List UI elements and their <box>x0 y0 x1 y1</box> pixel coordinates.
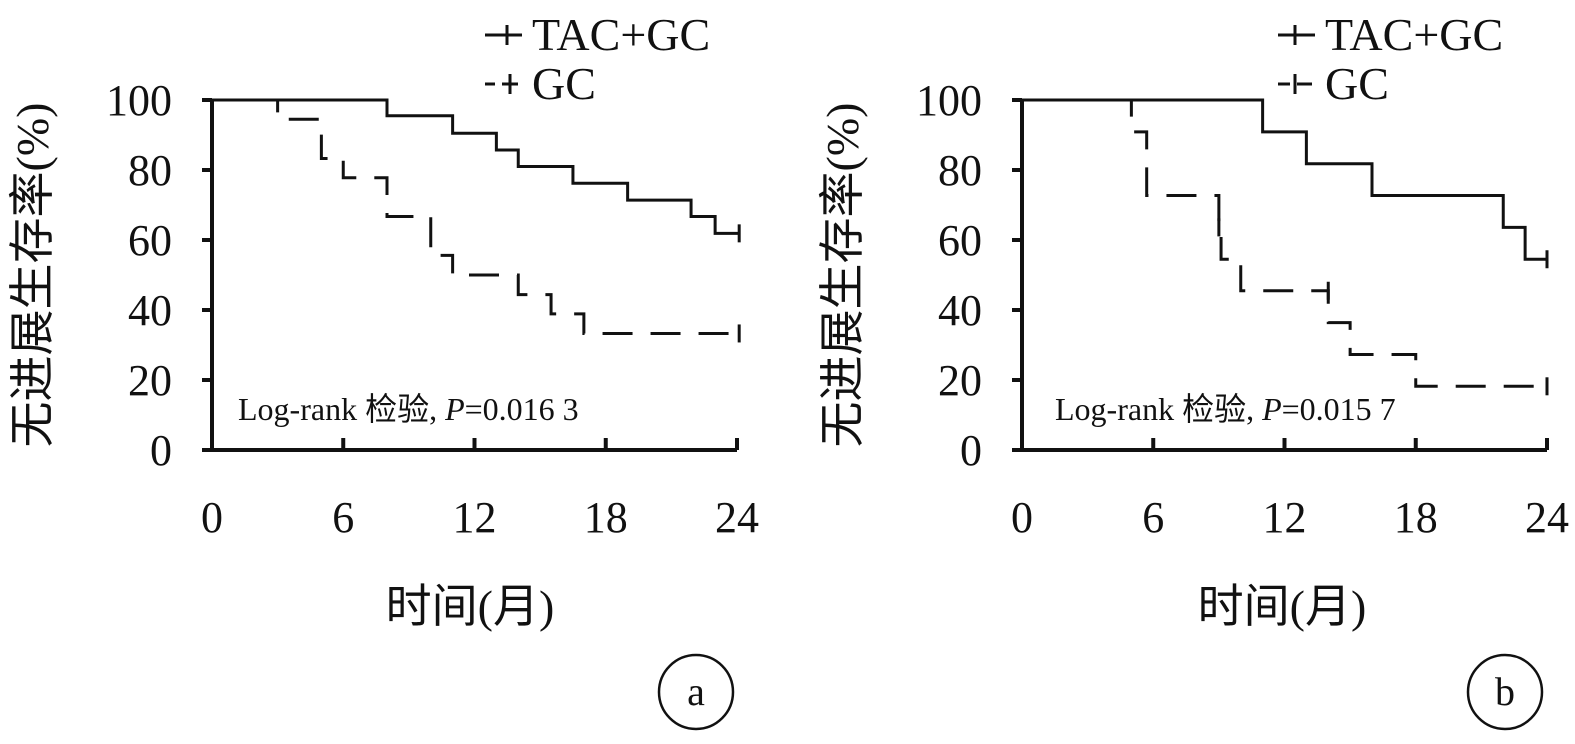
panel-a-series-tac-gc-curve <box>212 98 740 235</box>
panel-a-annotation-p-symbol: P <box>444 391 465 427</box>
panel-b-xtick-label-6: 6 <box>1142 493 1164 542</box>
panel-a-ytick-label-80: 80 <box>128 146 172 195</box>
panel-b-ytick-label-100: 100 <box>916 76 982 125</box>
panel-a: 无进展生存率(%) 0 20 40 60 80 100 0 6 12 18 24 Log-rank… <box>7 9 759 731</box>
panel-a-xtick-label-0: 0 <box>201 493 223 542</box>
panel-a-xtick-label-18: 18 <box>584 493 628 542</box>
panel-b-ytick-label-80: 80 <box>938 146 982 195</box>
panel-a-series <box>212 98 741 343</box>
panel-b-yticks: 0 20 40 60 80 100 <box>916 76 1022 475</box>
panel-b-xlabel: 时间(月) <box>1198 581 1367 632</box>
panel-a-badge-circle <box>657 653 735 731</box>
panel-a-ytick-label-60: 60 <box>128 216 172 265</box>
panel-a-xtick-label-6: 6 <box>332 493 354 542</box>
panel-b-legend: TAC+GC GC <box>1278 9 1503 109</box>
panel-a-legend-label-tac-gc: TAC+GC <box>532 9 710 60</box>
panel-b-annotation-prefix: Log-rank 检验, <box>1055 391 1262 427</box>
panel-a-xtick-label-24: 24 <box>715 493 759 542</box>
panel-a-xlabel: 时间(月) <box>386 581 555 632</box>
panel-b-series-gc-curve <box>1022 98 1547 388</box>
panel-a-ytick-label-40: 40 <box>128 286 172 335</box>
panel-a-ytick-label-100: 100 <box>106 76 172 125</box>
panel-a-ytick-label-0: 0 <box>150 426 172 475</box>
panel-a-ytick-label-20: 20 <box>128 356 172 405</box>
panel-b-xticks: 0 6 12 18 24 <box>1011 438 1569 542</box>
panel-a-xticks: 0 6 12 18 24 <box>201 438 759 542</box>
panel-a-legend-item-gc: GC <box>485 58 596 109</box>
panel-b-series <box>1022 98 1549 396</box>
panel-b-legend-item-tac-gc: TAC+GC <box>1278 9 1503 60</box>
panel-b-annotation-p-symbol: P <box>1261 391 1282 427</box>
panel-a-badge-label: a <box>687 669 705 714</box>
panel-b-legend-item-gc: GC <box>1278 58 1389 109</box>
panel-a-annotation-prefix: Log-rank 检验, <box>238 391 445 427</box>
panel-a-ylabel: 无进展生存率(%) <box>7 103 58 448</box>
panel-b: 无进展生存率(%) 0 20 40 60 80 100 0 6 12 18 24 Log-rank… <box>817 9 1569 731</box>
panel-b-badge-label: b <box>1495 669 1515 714</box>
panel-b-axes <box>1020 100 1547 452</box>
panel-a-series-gc-curve <box>212 98 740 335</box>
panel-a-xtick-label-12: 12 <box>453 493 497 542</box>
panel-b-annotation-p-value: =0.015 7 <box>1282 391 1396 427</box>
panel-b-legend-label-tac-gc: TAC+GC <box>1325 9 1503 60</box>
panel-a-logrank-annotation: Log-rank 检验, P=0.016 3 <box>238 391 579 427</box>
panel-b-ytick-label-60: 60 <box>938 216 982 265</box>
panel-b-legend-label-gc: GC <box>1325 58 1389 109</box>
panel-b-logrank-annotation: Log-rank 检验, P=0.015 7 <box>1055 391 1396 427</box>
panel-b-ytick-label-20: 20 <box>938 356 982 405</box>
panel-b-ytick-label-0: 0 <box>960 426 982 475</box>
panel-a-legend-item-tac-gc: TAC+GC <box>485 9 710 60</box>
panel-b-badge: b <box>1466 653 1544 731</box>
panel-b-xtick-label-18: 18 <box>1394 493 1438 542</box>
panel-a-legend-label-gc: GC <box>532 58 596 109</box>
panel-b-series-tac-gc-curve <box>1022 98 1547 261</box>
panel-a-annotation-p-value: =0.016 3 <box>465 391 579 427</box>
panel-a-badge: a <box>657 653 735 731</box>
panel-b-ylabel: 无进展生存率(%) <box>817 103 868 448</box>
panel-a-yticks: 0 20 40 60 80 100 <box>106 76 212 475</box>
panel-b-ytick-label-40: 40 <box>938 286 982 335</box>
panel-b-xtick-label-0: 0 <box>1011 493 1033 542</box>
panel-a-axes <box>210 100 737 452</box>
panel-b-xtick-label-24: 24 <box>1525 493 1569 542</box>
panel-b-badge-circle <box>1466 653 1544 731</box>
panel-b-xtick-label-12: 12 <box>1263 493 1307 542</box>
panel-a-legend: TAC+GC GC <box>485 9 710 109</box>
